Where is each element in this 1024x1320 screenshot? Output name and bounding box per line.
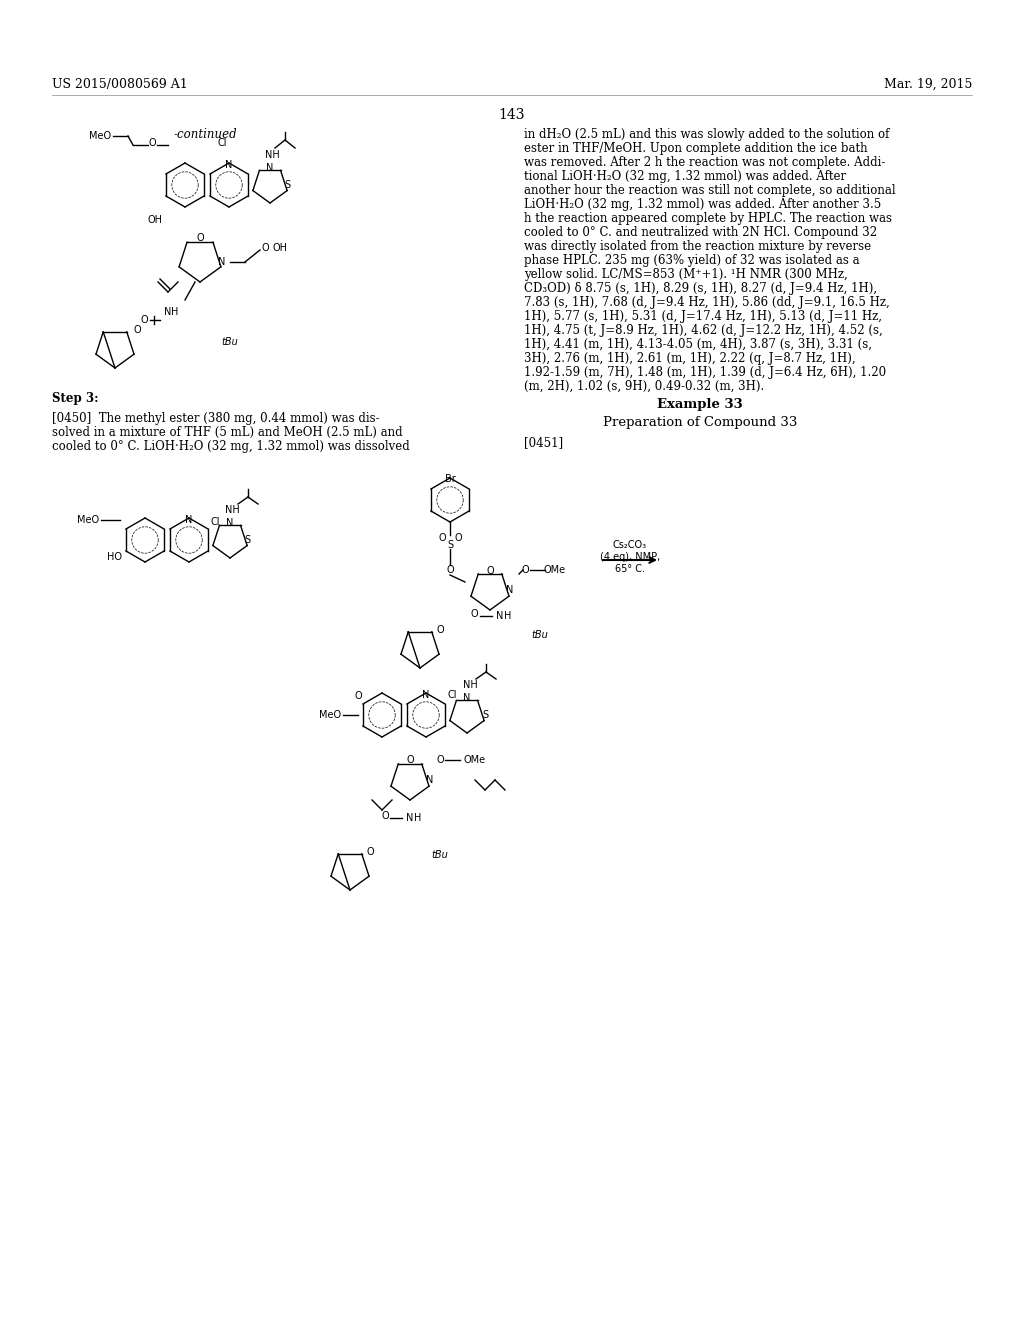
Text: H: H [171, 308, 178, 317]
Text: NH: NH [264, 150, 280, 160]
Text: tBu: tBu [432, 850, 449, 861]
Text: cooled to 0° C. LiOH·H₂O (32 mg, 1.32 mmol) was dissolved: cooled to 0° C. LiOH·H₂O (32 mg, 1.32 mm… [52, 440, 410, 453]
Text: MeO: MeO [89, 131, 111, 141]
Text: N: N [506, 585, 514, 595]
Text: yellow solid. LC/MS=853 (M⁺+1). ¹H NMR (300 MHz,: yellow solid. LC/MS=853 (M⁺+1). ¹H NMR (… [524, 268, 848, 281]
Text: US 2015/0080569 A1: US 2015/0080569 A1 [52, 78, 187, 91]
Text: HO: HO [108, 552, 123, 562]
Text: Preparation of Compound 33: Preparation of Compound 33 [603, 416, 798, 429]
Text: S: S [446, 540, 453, 550]
Text: S: S [244, 535, 250, 545]
Text: NH: NH [463, 680, 477, 690]
Text: CD₃OD) δ 8.75 (s, 1H), 8.29 (s, 1H), 8.27 (d, J=9.4 Hz, 1H),: CD₃OD) δ 8.75 (s, 1H), 8.29 (s, 1H), 8.2… [524, 282, 878, 294]
Text: Cl: Cl [217, 139, 226, 148]
Text: O: O [521, 565, 528, 576]
Text: phase HPLC. 235 mg (63% yield) of 32 was isolated as a: phase HPLC. 235 mg (63% yield) of 32 was… [524, 253, 859, 267]
Text: 7.83 (s, 1H), 7.68 (d, J=9.4 Hz, 1H), 5.86 (dd, J=9.1, 16.5 Hz,: 7.83 (s, 1H), 7.68 (d, J=9.4 Hz, 1H), 5.… [524, 296, 890, 309]
Text: Cl: Cl [210, 517, 220, 527]
Text: O: O [261, 243, 269, 253]
Text: (4 eq), NMP,: (4 eq), NMP, [600, 552, 660, 562]
Text: Step 3:: Step 3: [52, 392, 98, 405]
Text: O: O [446, 565, 454, 576]
Text: [0450]  The methyl ester (380 mg, 0.44 mmol) was dis-: [0450] The methyl ester (380 mg, 0.44 mm… [52, 412, 380, 425]
Text: 1H), 4.75 (t, J=8.9 Hz, 1H), 4.62 (d, J=12.2 Hz, 1H), 4.52 (s,: 1H), 4.75 (t, J=8.9 Hz, 1H), 4.62 (d, J=… [524, 323, 883, 337]
Text: S: S [482, 710, 488, 719]
Text: 1.92-1.59 (m, 7H), 1.48 (m, 1H), 1.39 (d, J=6.4 Hz, 6H), 1.20: 1.92-1.59 (m, 7H), 1.48 (m, 1H), 1.39 (d… [524, 366, 886, 379]
Text: -continued: -continued [173, 128, 237, 141]
Text: Cl: Cl [447, 690, 457, 700]
Text: N: N [463, 693, 471, 704]
Text: N: N [266, 162, 273, 173]
Text: O: O [436, 755, 443, 766]
Text: 1H), 5.77 (s, 1H), 5.31 (d, J=17.4 Hz, 1H), 5.13 (d, J=11 Hz,: 1H), 5.77 (s, 1H), 5.31 (d, J=17.4 Hz, 1… [524, 310, 882, 323]
Text: O: O [148, 139, 156, 148]
Text: was removed. After 2 h the reaction was not complete. Addi-: was removed. After 2 h the reaction was … [524, 156, 886, 169]
Text: N: N [407, 813, 414, 822]
Text: 3H), 2.76 (m, 1H), 2.61 (m, 1H), 2.22 (q, J=8.7 Hz, 1H),: 3H), 2.76 (m, 1H), 2.61 (m, 1H), 2.22 (q… [524, 352, 856, 366]
Text: Mar. 19, 2015: Mar. 19, 2015 [884, 78, 972, 91]
Text: LiOH·H₂O (32 mg, 1.32 mmol) was added. After another 3.5: LiOH·H₂O (32 mg, 1.32 mmol) was added. A… [524, 198, 882, 211]
Text: MeO: MeO [318, 710, 341, 719]
Text: N: N [225, 160, 232, 170]
Text: N: N [226, 517, 233, 528]
Text: O: O [354, 690, 361, 701]
Text: O: O [455, 533, 462, 543]
Text: 143: 143 [499, 108, 525, 121]
Text: O: O [438, 533, 445, 543]
Text: N: N [497, 611, 504, 620]
Text: H: H [415, 813, 422, 822]
Text: [0451]: [0451] [524, 436, 563, 449]
Text: Br: Br [444, 474, 456, 484]
Text: OH: OH [147, 215, 163, 224]
Text: cooled to 0° C. and neutralized with 2N HCl. Compound 32: cooled to 0° C. and neutralized with 2N … [524, 226, 878, 239]
Text: OMe: OMe [464, 755, 486, 766]
Text: N: N [426, 775, 434, 785]
Text: was directly isolated from the reaction mixture by reverse: was directly isolated from the reaction … [524, 240, 871, 253]
Text: N: N [185, 515, 193, 525]
Text: OMe: OMe [544, 565, 566, 576]
Text: N: N [164, 308, 172, 317]
Text: 1H), 4.41 (m, 1H), 4.13-4.05 (m, 4H), 3.87 (s, 3H), 3.31 (s,: 1H), 4.41 (m, 1H), 4.13-4.05 (m, 4H), 3.… [524, 338, 872, 351]
Text: O: O [381, 810, 389, 821]
Text: Cs₂CO₃: Cs₂CO₃ [613, 540, 647, 550]
Text: O: O [436, 624, 443, 635]
Text: O: O [407, 755, 414, 766]
Text: in dH₂O (2.5 mL) and this was slowly added to the solution of: in dH₂O (2.5 mL) and this was slowly add… [524, 128, 890, 141]
Text: O: O [367, 847, 374, 857]
Text: Example 33: Example 33 [657, 399, 742, 411]
Text: tBu: tBu [221, 337, 239, 347]
Text: ester in THF/MeOH. Upon complete addition the ice bath: ester in THF/MeOH. Upon complete additio… [524, 143, 867, 154]
Text: NH: NH [224, 506, 240, 515]
Text: OH: OH [272, 243, 288, 253]
Text: O: O [470, 609, 478, 619]
Text: h the reaction appeared complete by HPLC. The reaction was: h the reaction appeared complete by HPLC… [524, 213, 892, 224]
Text: O: O [140, 315, 147, 325]
Text: tional LiOH·H₂O (32 mg, 1.32 mmol) was added. After: tional LiOH·H₂O (32 mg, 1.32 mmol) was a… [524, 170, 846, 183]
Text: 65° C.: 65° C. [615, 564, 645, 574]
Text: (m, 2H), 1.02 (s, 9H), 0.49-0.32 (m, 3H).: (m, 2H), 1.02 (s, 9H), 0.49-0.32 (m, 3H)… [524, 380, 764, 393]
Text: MeO: MeO [77, 515, 99, 525]
Text: S: S [284, 180, 290, 190]
Text: O: O [486, 566, 494, 576]
Text: solved in a mixture of THF (5 mL) and MeOH (2.5 mL) and: solved in a mixture of THF (5 mL) and Me… [52, 426, 402, 440]
Text: H: H [504, 611, 512, 620]
Text: O: O [133, 325, 141, 335]
Text: N: N [218, 257, 225, 267]
Text: tBu: tBu [531, 630, 549, 640]
Text: another hour the reaction was still not complete, so additional: another hour the reaction was still not … [524, 183, 896, 197]
Text: N: N [422, 690, 430, 700]
Text: O: O [197, 234, 204, 243]
